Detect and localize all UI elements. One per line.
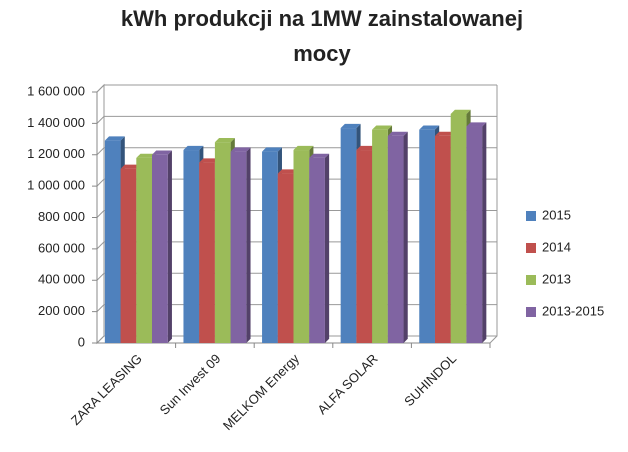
bar [387, 135, 404, 343]
bar [104, 140, 121, 343]
grid-line [96, 115, 497, 124]
chart-title: mocy [293, 41, 351, 66]
bar-top [293, 145, 314, 151]
floor-edge [489, 85, 498, 344]
bar-side [403, 131, 408, 343]
legend-label: 2014 [542, 239, 571, 254]
legend-swatch [526, 307, 536, 317]
y-tick-label: 800 000 [38, 209, 85, 224]
legend-swatch [526, 275, 536, 285]
bar [136, 157, 153, 343]
bar [199, 162, 215, 343]
bar [434, 135, 451, 343]
y-tick-label: 0 [78, 334, 85, 349]
bar [152, 154, 168, 343]
bar [120, 168, 137, 343]
bar-top [356, 145, 377, 151]
bar-top [183, 145, 204, 151]
bar-top [230, 147, 251, 152]
legend-swatch [526, 243, 536, 253]
y-tick-label: 1 000 000 [27, 178, 85, 193]
y-tick-label: 600 000 [38, 240, 85, 255]
legend-label: 2015 [542, 207, 571, 222]
bar-top [434, 131, 455, 136]
bar [309, 157, 325, 343]
x-tick-label: ALFA SOLAR [314, 351, 380, 417]
bar-top [262, 147, 282, 152]
legend-swatch [526, 211, 536, 221]
x-tick-label: SUHINDOL [401, 351, 459, 409]
bar-top [387, 131, 408, 136]
legend-label: 2013-2015 [542, 303, 604, 318]
x-tick-label: MELKOM Energy [220, 351, 302, 433]
bar [356, 150, 373, 343]
bar-top [340, 123, 361, 129]
bar-top [214, 138, 235, 143]
bar [466, 126, 483, 343]
bar-top [309, 153, 330, 158]
bar [372, 129, 388, 343]
y-tick-label: 1 400 000 [27, 115, 85, 130]
bar-top [466, 122, 487, 127]
x-tick-label: Sun Invest 09 [157, 351, 224, 418]
bar [214, 142, 231, 343]
bar-top [152, 150, 172, 155]
bar-top [277, 169, 298, 174]
bar-top [104, 136, 125, 141]
grid-line [96, 84, 497, 93]
bar-side [324, 153, 330, 343]
bar-top [136, 153, 157, 158]
y-tick-label: 1 200 000 [27, 146, 85, 161]
bar [293, 150, 310, 343]
y-tick-label: 400 000 [38, 272, 85, 287]
x-tick-label: ZARA LEASING [68, 351, 145, 428]
bar-top [120, 164, 141, 169]
bar [230, 151, 247, 343]
bar-top [419, 125, 440, 130]
y-tick-label: 1 600 000 [27, 83, 85, 98]
bar [419, 129, 435, 343]
bar-side [167, 150, 172, 343]
bar [450, 113, 467, 344]
chart-title: kWh produkcji na 1MW zainstalowanej [121, 6, 523, 31]
bar [183, 150, 200, 343]
bar-side [246, 147, 251, 343]
y-tick-label: 200 000 [38, 303, 85, 318]
bar-top [372, 125, 393, 130]
bar [262, 151, 278, 343]
bar [277, 173, 294, 343]
legend-label: 2013 [542, 271, 571, 286]
bar-side [482, 122, 487, 343]
bar-top [199, 158, 220, 163]
bar [340, 128, 357, 343]
bar-top [450, 109, 471, 114]
